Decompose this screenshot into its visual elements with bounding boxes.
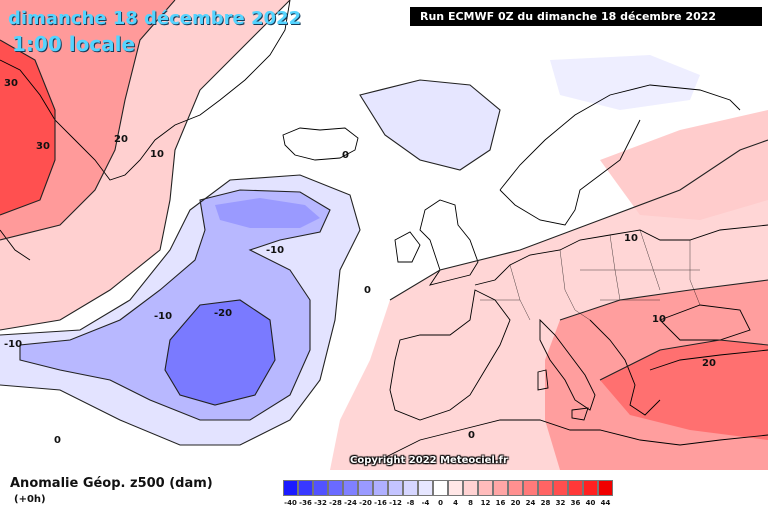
legend-tick: -20 [359,499,372,507]
legend-tick: 28 [540,499,551,507]
legend-tick: 36 [570,499,581,507]
footer-subtitle: (+0h) [14,494,46,505]
borders [480,229,701,321]
legend-tick: 44 [600,499,611,507]
legend-swatch [298,480,313,496]
legend-tick: -4 [421,499,430,507]
legend-swatch [568,480,583,496]
legend-tick: 0 [438,499,443,507]
legend-swatch [553,480,568,496]
legend-swatch [343,480,358,496]
contours [0,0,768,446]
legend-swatch [373,480,388,496]
contour-label: 20 [702,358,716,369]
legend-tick: 16 [495,499,506,507]
legend-ticks: -40 -36 -32 -28 -24 -20 -16 -12 -8 -4 0 4 8 12 16 20 24 2… [283,499,613,507]
barents-anomaly [550,55,700,110]
legend-tick: 24 [525,499,536,507]
legend-tick: -40 [284,499,297,507]
run-info: Run ECMWF 0Z du dimanche 18 décembre 202… [410,7,762,26]
norwegian-sea-anomaly [360,80,500,170]
legend-swatch [463,480,478,496]
map-date: dimanche 18 décembre 2022 [8,8,302,29]
legend-tick: -16 [374,499,387,507]
legend-tick: -12 [389,499,402,507]
contour-label: 30 [4,78,18,89]
legend-swatch [478,480,493,496]
contour-label: 0 [468,430,475,441]
copyright: Copyright 2022 Meteociel.fr [350,455,508,466]
legend-swatch [403,480,418,496]
coastlines [0,0,768,461]
footer-title: Anomalie Géop. z500 (dam) [10,476,213,491]
contour-label: -20 [214,308,232,319]
legend-swatch [418,480,433,496]
legend-tick: 8 [468,499,473,507]
contour-label: 0 [342,150,349,161]
legend-tick: -24 [344,499,357,507]
turkey-anomaly-20 [600,340,768,440]
contour-label: 30 [36,141,50,152]
legend-tick: 32 [555,499,566,507]
legend-tick: 40 [585,499,596,507]
contour-label: 10 [624,233,638,244]
legend-tick: -28 [329,499,342,507]
legend-swatch [538,480,553,496]
legend-swatch [433,480,448,496]
legend-swatch [493,480,508,496]
atlantic-anomaly-north [215,198,320,228]
contour-label: 10 [652,314,666,325]
legend-swatch [328,480,343,496]
legend-tick: -36 [299,499,312,507]
east-europe-anomaly [600,110,768,220]
contour-label: 0 [364,285,371,296]
legend-swatch [583,480,598,496]
legend-swatch [313,480,328,496]
contour-label: 0 [54,435,61,446]
contour-label: 20 [114,134,128,145]
legend-tick: -32 [314,499,327,507]
legend-tick: 20 [510,499,521,507]
legend-swatch [448,480,463,496]
legend-swatch [358,480,373,496]
atlantic-anomaly-20 [165,300,275,405]
legend-swatch [388,480,403,496]
contour-label: -10 [4,339,22,350]
legend-swatch [508,480,523,496]
contour-label: -10 [266,245,284,256]
legend-tick: 4 [453,499,458,507]
legend-swatch [598,480,613,496]
map-time: 1:00 locale [12,32,136,56]
anomaly-map: 30 30 20 10 0 -10 -10 -10 -20 0 0 10 10 … [0,0,768,470]
legend-swatch [283,480,298,496]
legend-swatch [523,480,538,496]
color-legend [283,480,613,496]
map-svg: 30 30 20 10 0 -10 -10 -10 -20 0 0 10 10 … [0,0,768,470]
legend-tick: -8 [406,499,415,507]
legend-tick: 12 [480,499,491,507]
greenland-anomaly-30 [0,40,55,215]
contour-label: 10 [150,149,164,160]
contour-label: -10 [154,311,172,322]
